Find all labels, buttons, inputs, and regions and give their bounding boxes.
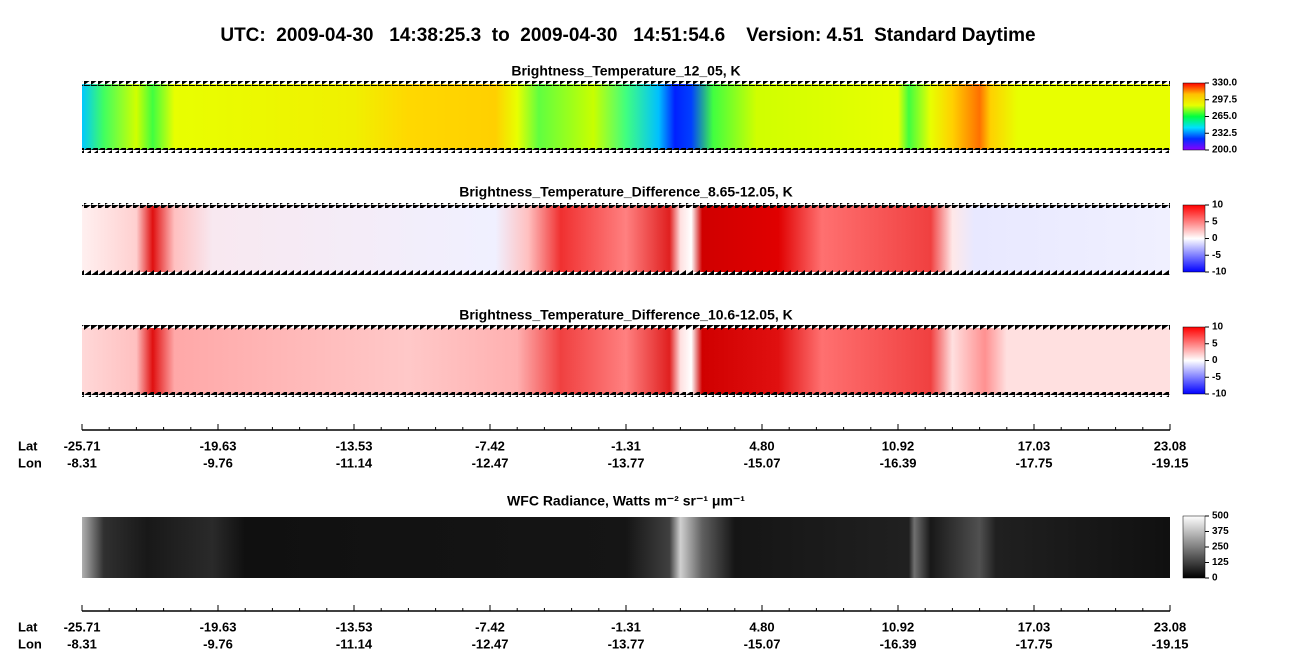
colorbar-tick-label: 0 bbox=[1212, 233, 1218, 244]
panel-title: Brightness_Temperature_Difference_8.65-1… bbox=[459, 184, 793, 200]
colorbar-tick-label: -10 bbox=[1212, 389, 1227, 400]
lon-tick-label: -8.31 bbox=[67, 455, 97, 470]
lon-tick-label: -11.14 bbox=[336, 636, 373, 651]
lat-tick-label: -1.31 bbox=[611, 619, 641, 634]
lon-tick-label: -11.14 bbox=[336, 455, 373, 470]
lon-tick-label: -17.75 bbox=[1016, 636, 1053, 651]
panel-title: Brightness_Temperature_Difference_10.6-1… bbox=[459, 307, 793, 323]
lat-tick-label: -13.53 bbox=[336, 438, 373, 453]
lat-tick-label: -1.31 bbox=[611, 438, 641, 453]
lat-tick-label: -7.42 bbox=[475, 619, 505, 634]
lat-tick-label: -13.53 bbox=[336, 619, 373, 634]
lon-tick-label: -8.31 bbox=[67, 636, 97, 651]
colorbar-tick-label: 5 bbox=[1212, 216, 1218, 227]
colorbar-tick-label: 200.0 bbox=[1212, 145, 1237, 156]
colorbar-tick-label: 500 bbox=[1212, 511, 1229, 522]
swath-edge bbox=[82, 325, 1170, 330]
lon-tick-label: -13.77 bbox=[608, 455, 645, 470]
chart-title: UTC: 2009-04-30 14:38:25.3 to 2009-04-30… bbox=[220, 25, 1035, 46]
lon-tick-label: -12.47 bbox=[472, 455, 509, 470]
lon-tick-label: -9.76 bbox=[203, 455, 233, 470]
swath-edge bbox=[82, 392, 1170, 397]
swath-edge bbox=[82, 203, 1170, 208]
swath-edge bbox=[82, 270, 1170, 275]
lat-tick-label: 4.80 bbox=[749, 438, 774, 453]
lon-tick-label: -17.75 bbox=[1016, 455, 1053, 470]
lat-tick-label: 23.08 bbox=[1154, 619, 1187, 634]
colorbar bbox=[1182, 82, 1206, 151]
lon-tick-label: -15.07 bbox=[744, 636, 781, 651]
colorbar bbox=[1182, 326, 1206, 395]
lat-label: Lat bbox=[18, 438, 38, 453]
colorbar bbox=[1182, 204, 1206, 273]
heatmap-image bbox=[82, 84, 1170, 150]
lat-tick-label: 17.03 bbox=[1018, 619, 1051, 634]
heatmap-image bbox=[82, 206, 1170, 272]
heatmap-image bbox=[82, 517, 1170, 578]
colorbar-tick-label: 0 bbox=[1212, 355, 1218, 366]
swath-edge bbox=[82, 148, 1170, 153]
lat-tick-label: -25.71 bbox=[64, 619, 101, 634]
heatmap-image bbox=[82, 328, 1170, 394]
lon-tick-label: -16.39 bbox=[880, 636, 917, 651]
lon-tick-label: -12.47 bbox=[472, 636, 509, 651]
colorbar-tick-label: 125 bbox=[1212, 557, 1229, 568]
colorbar bbox=[1182, 515, 1206, 579]
lon-tick-label: -13.77 bbox=[608, 636, 645, 651]
lat-tick-label: 10.92 bbox=[882, 619, 915, 634]
colorbar-tick-label: 10 bbox=[1212, 322, 1224, 333]
lat-tick-label: 10.92 bbox=[882, 438, 915, 453]
lon-tick-label: -16.39 bbox=[880, 455, 917, 470]
colorbar-tick-label: 265.0 bbox=[1212, 111, 1237, 122]
colorbar-tick-label: 375 bbox=[1212, 526, 1229, 537]
lon-tick-label: -15.07 bbox=[744, 455, 781, 470]
colorbar-tick-label: 0 bbox=[1212, 573, 1218, 584]
panel-title: Brightness_Temperature_12_05, K bbox=[511, 63, 740, 79]
swath-edge bbox=[82, 81, 1170, 86]
colorbar-tick-label: 297.5 bbox=[1212, 94, 1237, 105]
colorbar-tick-label: -10 bbox=[1212, 267, 1227, 278]
lon-tick-label: -19.15 bbox=[1152, 455, 1189, 470]
lat-tick-label: 23.08 bbox=[1154, 438, 1187, 453]
colorbar-tick-label: 5 bbox=[1212, 338, 1218, 349]
lon-label: Lon bbox=[18, 636, 42, 651]
lat-tick-label: -19.63 bbox=[200, 619, 237, 634]
lon-tick-label: -19.15 bbox=[1152, 636, 1189, 651]
colorbar-tick-label: 232.5 bbox=[1212, 128, 1237, 139]
lat-tick-label: 17.03 bbox=[1018, 438, 1051, 453]
lon-tick-label: -9.76 bbox=[203, 636, 233, 651]
lat-label: Lat bbox=[18, 619, 38, 634]
colorbar-tick-label: -5 bbox=[1212, 372, 1221, 383]
lat-tick-label: -25.71 bbox=[64, 438, 101, 453]
lat-tick-label: -19.63 bbox=[200, 438, 237, 453]
colorbar-tick-label: 250 bbox=[1212, 542, 1229, 553]
panel-title: WFC Radiance, Watts m⁻² sr⁻¹ μm⁻¹ bbox=[507, 493, 745, 509]
lon-label: Lon bbox=[18, 455, 42, 470]
colorbar-tick-label: 330.0 bbox=[1212, 78, 1237, 89]
colorbar-tick-label: -5 bbox=[1212, 250, 1221, 261]
lat-tick-label: -7.42 bbox=[475, 438, 505, 453]
lat-tick-label: 4.80 bbox=[749, 619, 774, 634]
colorbar-tick-label: 10 bbox=[1212, 200, 1224, 211]
